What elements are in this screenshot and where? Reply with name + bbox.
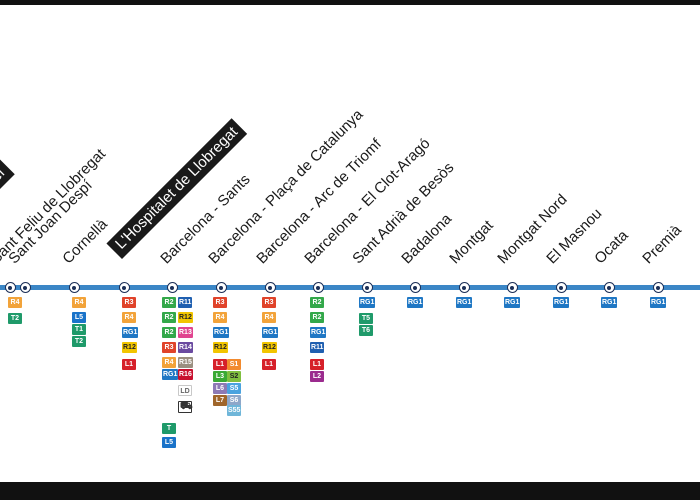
station-label-ocata: Ocata [591,226,632,268]
line-badge-r4: R4 [162,357,176,368]
station-dot-badalona [409,282,421,293]
line-badge-r4: R4 [72,297,86,308]
line-badge-t: T [162,423,176,434]
line-badge-r2: R2 [162,327,176,338]
line-badge-l5: L5 [72,312,86,323]
line-badge-l3: L3 [213,371,227,382]
line-badge-rg1: RG1 [359,297,376,308]
line-badge-ave: ⛟ [178,401,193,413]
line-badge-t5: T5 [359,313,373,324]
line-badge-rg1: RG1 [162,369,179,380]
line-badge-r4: R4 [8,297,22,308]
line-badge-r13: R13 [178,327,193,338]
line-badge-t2: T2 [72,336,86,347]
line-badge-r14: R14 [178,342,193,353]
line-badge-r15: R15 [178,357,193,368]
line-badge-rg1: RG1 [262,327,279,338]
line-badge-r3: R3 [122,297,136,308]
line-badge-l2: L2 [310,371,324,382]
line-badge-r2: R2 [162,297,176,308]
station-label-premia: Premià [639,221,685,268]
line-badge-r12: R12 [122,342,137,353]
station-dot-montgat-nord [506,282,518,293]
line-badge-t2: T2 [8,313,22,324]
line-badge-s2: S2 [227,371,241,382]
station-dot-premia [652,282,664,293]
line-badge-ld: LD [178,385,192,396]
line-badge-t6: T6 [359,325,373,336]
line-badge-rg1: RG1 [650,297,667,308]
rail-line [0,285,700,290]
line-badge-r4: R4 [262,312,276,323]
line-badge-t1: T1 [72,324,86,335]
line-badge-rg1: RG1 [310,327,327,338]
station-dot-cornella [68,282,80,293]
station-dot-hospitalet [118,282,130,293]
line-badge-s5: S5 [227,383,241,394]
line-badge-r2: R2 [310,312,324,323]
station-dot-sants [166,282,178,293]
station-dot-placa-catalunya [215,282,227,293]
line-badge-r11: R11 [310,342,325,353]
station-label-cornella: Cornellà [59,215,111,268]
line-badge-r11: R11 [178,297,193,308]
line-badge-l1: L1 [122,359,136,370]
line-badge-l1: L1 [262,359,276,370]
line-badge-r16: R16 [178,369,193,380]
top-black-bar [0,0,700,5]
line-badge-r3: R3 [213,297,227,308]
line-badge-l5: L5 [162,437,176,448]
line-badge-r4: R4 [122,312,136,323]
station-dot-ocata [603,282,615,293]
line-badge-l1: L1 [213,359,227,370]
line-badge-l1: L1 [310,359,324,370]
line-badge-rg1: RG1 [504,297,521,308]
line-badge-rg1: RG1 [601,297,618,308]
line-badge-r12: R12 [213,342,228,353]
line-badge-r12: R12 [178,312,193,323]
line-badge-s6: S6 [227,395,241,406]
line-badge-r3: R3 [262,297,276,308]
line-badge-r4: R4 [213,312,227,323]
station-label-rei: Rei [0,159,15,199]
line-badge-r2: R2 [310,297,324,308]
line-badge-s1: S1 [227,359,241,370]
station-dot-sant-adria [361,282,373,293]
station-dot-clot-arago [312,282,324,293]
line-badge-r3: R3 [162,342,176,353]
bottom-black-bar [0,482,700,500]
line-badge-l7: L7 [213,395,227,406]
line-badge-r2: R2 [162,312,176,323]
line-badge-rg1: RG1 [122,327,139,338]
station-dot-el-masnou [555,282,567,293]
station-dot-sant-feliu [4,282,16,293]
line-badge-rg1: RG1 [456,297,473,308]
station-dot-sant-joan-despi [19,282,31,293]
line-badge-rg1: RG1 [213,327,230,338]
station-dot-arc-de-triomf [264,282,276,293]
line-badge-rg1: RG1 [553,297,570,308]
line-badge-s55: S55 [227,405,242,416]
station-dot-montgat [458,282,470,293]
line-badge-r12: R12 [262,342,277,353]
line-badge-l6: L6 [213,383,227,394]
line-badge-rg1: RG1 [407,297,424,308]
